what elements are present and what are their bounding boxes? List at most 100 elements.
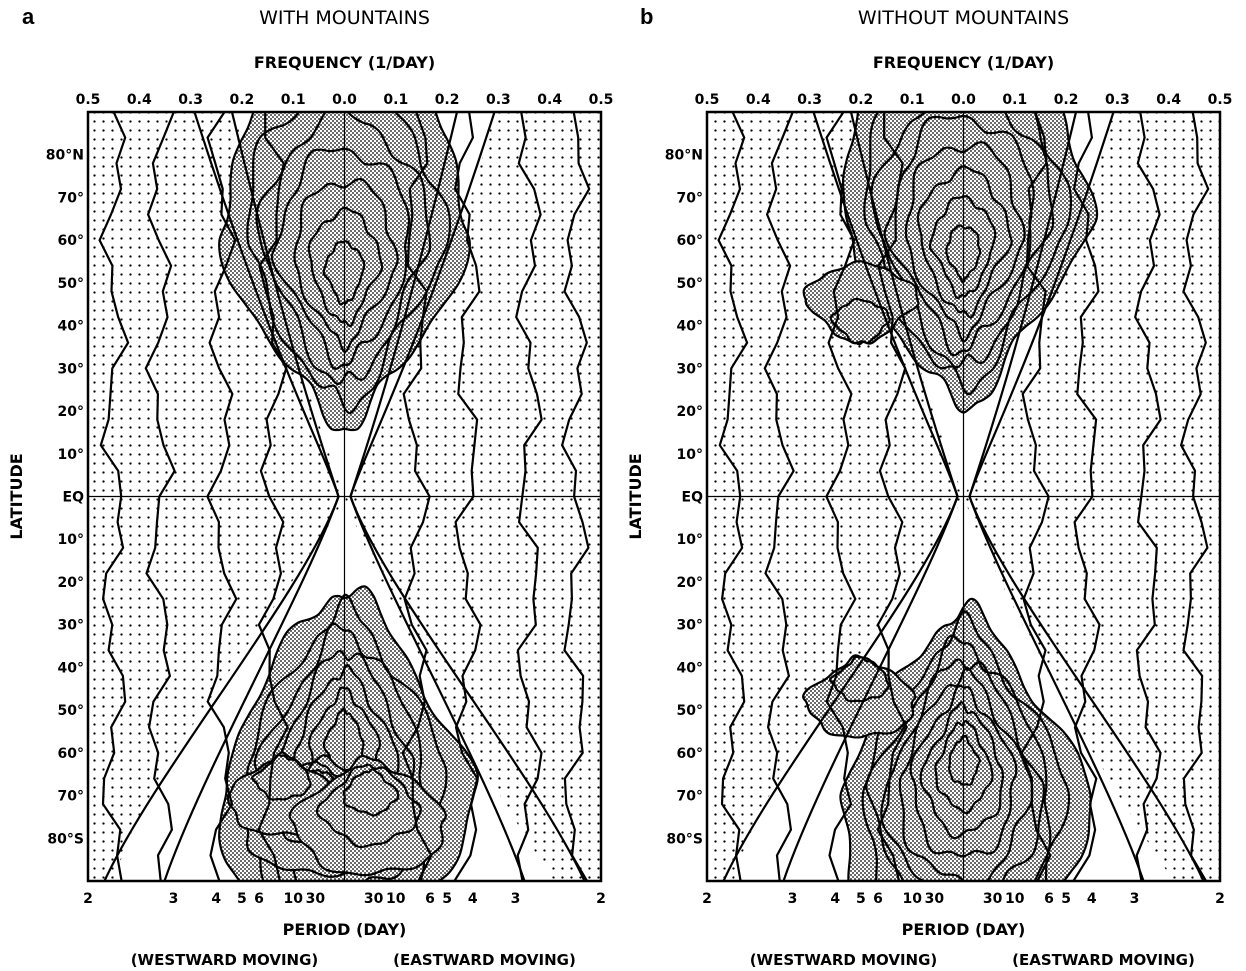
frequency-tick-label: 0.4 xyxy=(537,92,562,108)
contour-line xyxy=(322,240,366,306)
period-tick-label: 3 xyxy=(788,891,798,907)
period-tick-label: 5 xyxy=(856,891,866,907)
frequency-tick-label: 0.3 xyxy=(178,92,203,108)
latitude-tick-label: 80°S xyxy=(666,831,703,847)
panel-title: WITH MOUNTAINS xyxy=(259,7,430,29)
latitude-tick-label: 30° xyxy=(677,361,703,377)
frequency-tick-label: 0.5 xyxy=(695,92,720,108)
latitude-tick-label: 10° xyxy=(677,447,703,463)
contour-line xyxy=(307,206,384,328)
frequency-tick-label: 0.3 xyxy=(486,92,511,108)
contour-line xyxy=(863,112,1073,396)
period-tick-label: 6 xyxy=(425,891,435,907)
period-tick-label: 5 xyxy=(1061,891,1071,907)
latitude-tick-label: 30° xyxy=(677,618,703,634)
shaded-lobe xyxy=(802,654,917,739)
latitude-tick-label: 40° xyxy=(677,319,703,335)
period-tick-label: 4 xyxy=(830,891,840,907)
contour-line xyxy=(883,114,1035,357)
period-tick-label: 2 xyxy=(1215,891,1225,907)
contour-line xyxy=(904,141,1026,343)
frequency-tick-label: 0.5 xyxy=(1208,92,1233,108)
period-tick-label: 2 xyxy=(83,891,93,907)
latitude-tick-label: 40° xyxy=(677,660,703,676)
westward-label: (WESTWARD MOVING) xyxy=(131,951,319,969)
contour-line xyxy=(916,165,1013,319)
frequency-tick-label: 0.2 xyxy=(1054,92,1079,108)
contour-line xyxy=(251,753,312,801)
contour-line xyxy=(909,684,1018,858)
contour-line xyxy=(342,768,400,817)
period-tick-label: 5 xyxy=(442,891,452,907)
frequency-tick-label: 0.4 xyxy=(127,92,152,108)
period-tick-label: 4 xyxy=(211,891,221,907)
latitude-tick-label: EQ xyxy=(682,490,704,506)
latitude-tick-label: EQ xyxy=(63,490,85,506)
frequency-tick-label: 0.4 xyxy=(1156,92,1181,108)
contour-line xyxy=(898,666,1034,881)
contour-line xyxy=(829,297,891,346)
frequency-tick-label: 0.2 xyxy=(435,92,460,108)
period-tick-label: 30 xyxy=(983,891,1003,907)
eastward-label: (EASTWARD MOVING) xyxy=(1012,951,1195,969)
latitude-tick-label: 10° xyxy=(677,532,703,548)
latitude-tick-label: 60° xyxy=(677,746,703,762)
frequency-tick-label: 0.0 xyxy=(951,92,976,108)
latitude-tick-label: 20° xyxy=(58,575,84,591)
contour-line xyxy=(934,719,994,815)
panel-letter: a xyxy=(22,4,35,29)
contour-line xyxy=(255,112,432,385)
period-tick-label: 3 xyxy=(511,891,521,907)
latitude-tick-label: 20° xyxy=(677,575,703,591)
frequency-tick-label: 0.1 xyxy=(281,92,306,108)
contour-line xyxy=(246,112,452,415)
westward-label: (WESTWARD MOVING) xyxy=(750,951,938,969)
contour-line xyxy=(880,658,1046,881)
frequency-tick-label: 0.2 xyxy=(848,92,873,108)
latitude-tick-label: 70° xyxy=(677,789,703,805)
latitude-tick-label: 20° xyxy=(58,404,84,420)
contour-line xyxy=(270,147,411,370)
latitude-tick-label: 50° xyxy=(58,703,84,719)
latitude-tick-label: 70° xyxy=(58,789,84,805)
contour-line xyxy=(928,195,997,299)
period-tick-label: 6 xyxy=(873,891,883,907)
period-tick-label: 10 xyxy=(902,891,922,907)
period-tick-label: 10 xyxy=(283,891,303,907)
frequency-tick-label: 0.3 xyxy=(797,92,822,108)
contour-line xyxy=(865,634,1052,881)
latitude-axis-title: LATITUDE xyxy=(626,453,645,539)
latitude-tick-label: 70° xyxy=(58,190,84,206)
latitude-tick-label: 40° xyxy=(58,660,84,676)
frequency-tick-label: 0.3 xyxy=(1105,92,1130,108)
frequency-tick-label: 0.2 xyxy=(229,92,254,108)
period-tick-label: 3 xyxy=(1130,891,1140,907)
period-tick-label: 10 xyxy=(386,891,406,907)
contour-line xyxy=(315,763,422,849)
frequency-tick-label: 0.1 xyxy=(383,92,408,108)
period-tick-label: 3 xyxy=(169,891,179,907)
latitude-tick-label: 80°N xyxy=(46,148,84,164)
shaded-lobe xyxy=(288,754,447,877)
latitude-tick-label: 50° xyxy=(677,276,703,292)
period-tick-label: 30 xyxy=(364,891,384,907)
latitude-axis-title: LATITUDE xyxy=(7,453,26,539)
latitude-tick-label: 80°S xyxy=(47,831,84,847)
panel-a: a WITH MOUNTAINS FREQUENCY (1/DAY) 0.5 0.4 0.… xyxy=(7,4,613,969)
latitude-tick-label: 30° xyxy=(58,618,84,634)
latitude-tick-label: 80°N xyxy=(665,148,703,164)
latitude-tick-label: 60° xyxy=(58,746,84,762)
frequency-axis-title: FREQUENCY (1/DAY) xyxy=(873,53,1054,72)
frequency-tick-label: 0.5 xyxy=(589,92,614,108)
latitude-tick-label: 10° xyxy=(58,532,84,548)
latitude-tick-label: 40° xyxy=(58,319,84,335)
contour-line xyxy=(945,224,982,284)
contour-line xyxy=(919,701,1005,840)
contour-line xyxy=(293,178,399,354)
latitude-tick-label: 20° xyxy=(677,404,703,420)
frequency-tick-label: 0.1 xyxy=(900,92,925,108)
frequency-tick-label: 0.5 xyxy=(76,92,101,108)
panel-title: WITHOUT MOUNTAINS xyxy=(858,7,1069,29)
panel-letter: b xyxy=(640,4,653,29)
latitude-tick-label: 10° xyxy=(58,447,84,463)
